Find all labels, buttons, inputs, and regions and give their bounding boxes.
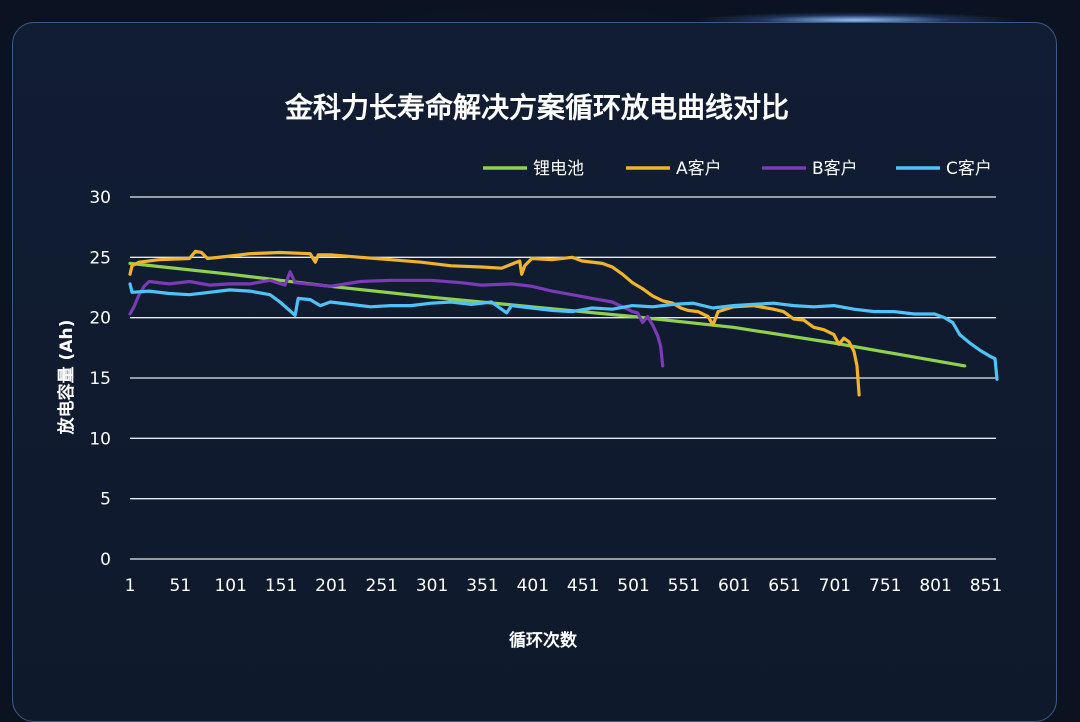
x-tick-label: 651 (768, 576, 800, 596)
x-tick-label: 151 (265, 576, 297, 596)
y-tick-label: 20 (89, 309, 111, 329)
y-tick-label: 0 (100, 550, 111, 570)
y-tick-label: 15 (89, 369, 111, 389)
series-line-2 (130, 272, 663, 366)
x-tick-label: 601 (718, 576, 750, 596)
y-tick-label: 5 (100, 490, 111, 510)
series-line-0 (130, 263, 965, 366)
y-tick-label: 25 (89, 248, 111, 268)
y-axis-title: 放电容量 (Ah) (56, 320, 77, 436)
x-tick-label: 851 (970, 576, 1002, 596)
x-tick-label: 351 (466, 576, 498, 596)
y-axis-ticks: 0 5 10 15 20 25 30 (89, 188, 111, 570)
x-tick-label: 551 (668, 576, 700, 596)
chart-title: 金科力长寿命解决方案循环放电曲线对比 (284, 91, 789, 124)
x-tick-label: 401 (517, 576, 549, 596)
series-lines (130, 251, 997, 395)
legend-label: 锂电池 (533, 159, 584, 179)
x-tick-label: 301 (416, 576, 448, 596)
x-tick-label: 701 (819, 576, 851, 596)
x-tick-label: 451 (567, 576, 599, 596)
x-axis-title: 循环次数 (509, 630, 578, 651)
x-tick-label: 201 (315, 576, 347, 596)
series-line-1 (130, 251, 859, 395)
y-tick-label: 10 (89, 429, 111, 449)
x-tick-label: 501 (617, 576, 649, 596)
x-tick-label: 251 (366, 576, 398, 596)
x-tick-label: 51 (170, 576, 192, 596)
grid-lines (130, 197, 996, 559)
legend-label: B客户 (812, 159, 858, 179)
legend-label: C客户 (946, 159, 992, 179)
y-tick-label: 30 (89, 188, 111, 208)
legend: 锂电池 A客户 B客户 C客户 (483, 159, 992, 179)
x-tick-label: 751 (869, 576, 901, 596)
x-tick-label: 801 (919, 576, 951, 596)
series-line-3 (130, 284, 997, 379)
legend-label: A客户 (676, 159, 722, 179)
x-tick-label: 1 (125, 576, 136, 596)
x-tick-label: 101 (214, 576, 246, 596)
